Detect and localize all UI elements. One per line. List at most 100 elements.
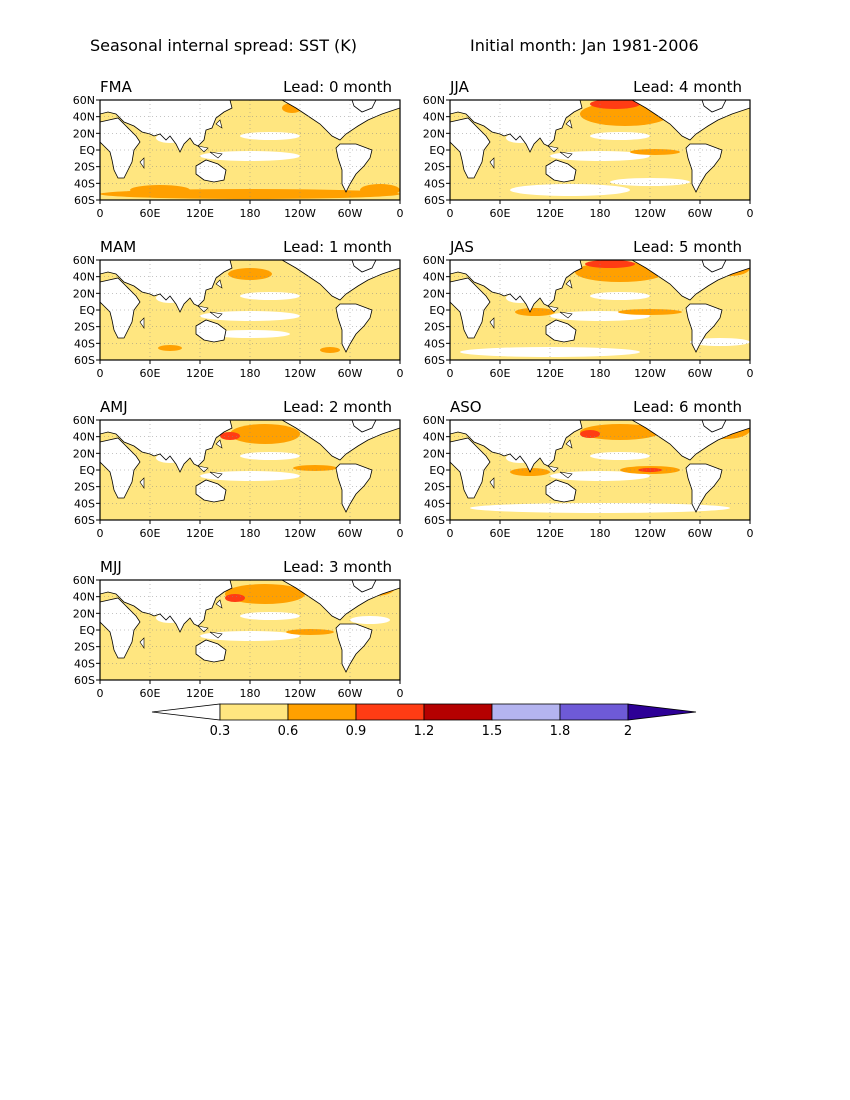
panel-lead-label: Lead: 6 month: [633, 398, 742, 416]
lat-tick-label: 40N: [423, 431, 445, 444]
lon-tick-label: 120W: [634, 527, 666, 540]
lon-tick-label: 60E: [490, 367, 511, 380]
lat-tick-label: EQ: [79, 464, 95, 477]
lat-tick-label: 40N: [423, 111, 445, 124]
shading-region: [240, 132, 300, 140]
lat-tick-label: EQ: [429, 464, 445, 477]
continent-outline: [100, 100, 233, 153]
shading-region: [240, 292, 300, 300]
continent-outline: [701, 100, 727, 113]
lon-tick-label: 120E: [186, 527, 214, 540]
island-outline: [215, 599, 223, 609]
lat-tick-label: 60S: [74, 354, 95, 367]
lat-tick-label: 20N: [73, 607, 95, 620]
island-outline: [215, 439, 223, 449]
shading-region: [225, 594, 245, 602]
lon-tick-label: 0: [747, 207, 754, 220]
continent-outline: [545, 159, 577, 183]
lat-tick-label: EQ: [79, 144, 95, 157]
figure-title-left: Seasonal internal spread: SST (K): [90, 36, 357, 55]
shading-region: [360, 184, 400, 196]
shading-region: [320, 347, 340, 353]
lon-tick-label: 0: [397, 207, 404, 220]
lat-tick-label: 60N: [423, 254, 445, 267]
lat-tick-label: 40S: [424, 337, 445, 350]
colorbar-segment: [491, 703, 561, 721]
island-outline: [209, 631, 223, 639]
lat-tick-label: 60N: [73, 94, 95, 107]
lat-tick-label: 60N: [73, 414, 95, 427]
lon-tick-label: 120E: [536, 527, 564, 540]
lat-tick-label: 60N: [73, 254, 95, 267]
lon-tick-label: 180: [240, 687, 261, 700]
colorbar-under-triangle: [151, 703, 221, 721]
lat-tick-label: 60S: [74, 194, 95, 207]
lat-tick-label: 20N: [73, 447, 95, 460]
island-outline: [559, 311, 573, 319]
lon-tick-label: 0: [397, 367, 404, 380]
island-outline: [215, 119, 223, 129]
continent-outline: [351, 580, 377, 593]
shading-region: [510, 184, 630, 196]
shading-region: [225, 584, 305, 604]
lon-tick-label: 120W: [634, 207, 666, 220]
lon-tick-label: 120W: [284, 207, 316, 220]
continent-outline: [450, 100, 583, 153]
sst-spread-map: [100, 580, 400, 680]
colorbar-tick-label: 1.8: [550, 724, 571, 739]
panel-season-label: AMJ: [100, 398, 128, 416]
lat-tick-label: 40N: [73, 431, 95, 444]
lon-tick-label: 120E: [186, 367, 214, 380]
lat-tick-label: EQ: [79, 304, 95, 317]
lon-tick-label: 0: [447, 527, 454, 540]
panel-lead-label: Lead: 1 month: [283, 238, 392, 256]
shading-region: [585, 260, 635, 268]
colorbar-tick-label: 0.3: [210, 724, 231, 739]
lon-tick-label: 0: [397, 527, 404, 540]
lon-tick-label: 0: [97, 527, 104, 540]
island-outline: [565, 439, 573, 449]
lat-tick-label: 20S: [424, 161, 445, 174]
lon-tick-label: 0: [97, 367, 104, 380]
colorbar-segment: [423, 703, 493, 721]
lon-tick-label: 180: [240, 527, 261, 540]
continent-outline: [351, 100, 377, 113]
lat-tick-label: 20N: [73, 287, 95, 300]
island-outline: [209, 471, 223, 479]
lat-tick-label: 40N: [73, 271, 95, 284]
panel-lead-label: Lead: 4 month: [633, 78, 742, 96]
shading-region: [240, 452, 300, 460]
figure-title-right: Initial month: Jan 1981-2006: [470, 36, 699, 55]
lat-tick-label: 60N: [73, 574, 95, 587]
colorbar-tick-label: 1.5: [482, 724, 503, 739]
shading-region: [590, 452, 650, 460]
lon-tick-label: 180: [240, 367, 261, 380]
colorbar-segment: [355, 703, 425, 721]
lon-tick-label: 60W: [338, 367, 363, 380]
lat-tick-label: EQ: [429, 144, 445, 157]
island-outline: [197, 305, 209, 313]
shading-region: [220, 432, 240, 440]
lat-tick-label: 20N: [423, 287, 445, 300]
lat-tick-label: 20N: [423, 447, 445, 460]
lat-tick-label: 60N: [423, 94, 445, 107]
island-outline: [547, 465, 559, 473]
lat-tick-label: 20S: [74, 321, 95, 334]
lon-tick-label: 120E: [186, 207, 214, 220]
lon-tick-label: 60E: [140, 527, 161, 540]
island-outline: [197, 465, 209, 473]
lon-tick-label: 60W: [688, 207, 713, 220]
shading-region: [228, 268, 272, 280]
sst-spread-map: [450, 100, 750, 200]
lon-tick-label: 120W: [284, 687, 316, 700]
shading-region: [240, 612, 300, 620]
lon-tick-label: 180: [590, 527, 611, 540]
continent-outline: [281, 260, 400, 301]
lon-tick-label: 0: [97, 687, 104, 700]
panel-lead-label: Lead: 2 month: [283, 398, 392, 416]
island-outline: [565, 119, 573, 129]
shading-region: [515, 308, 555, 316]
lat-tick-label: 60N: [423, 414, 445, 427]
